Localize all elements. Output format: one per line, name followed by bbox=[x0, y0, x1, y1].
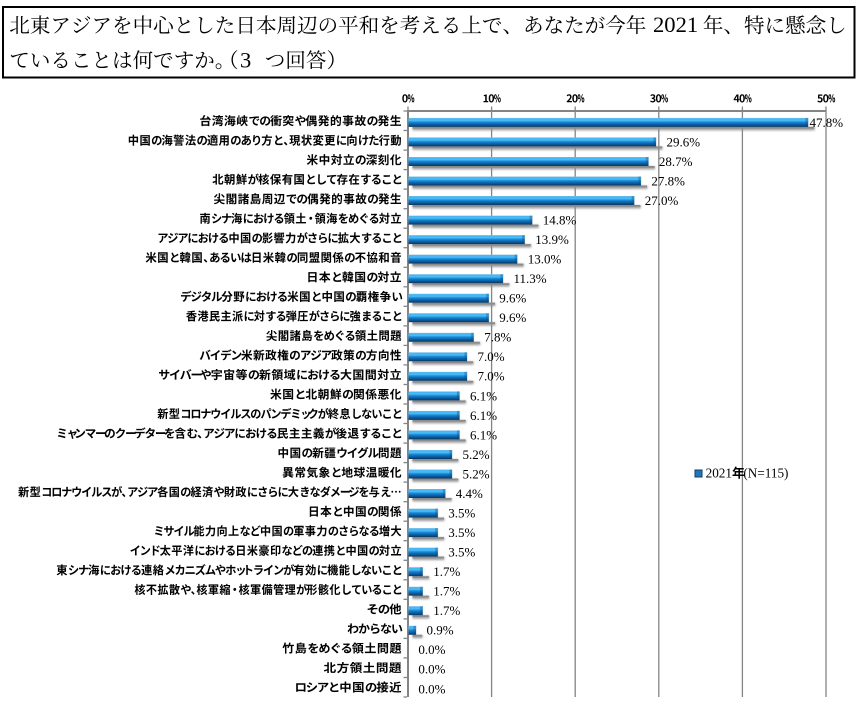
svg-text:27.0%: 27.0% bbox=[645, 193, 679, 208]
svg-text:7.0%: 7.0% bbox=[478, 349, 505, 364]
svg-text:7.0%: 7.0% bbox=[478, 369, 505, 384]
svg-text:5.2%: 5.2% bbox=[463, 466, 490, 481]
svg-text:1.7%: 1.7% bbox=[433, 564, 460, 579]
svg-text:5.2%: 5.2% bbox=[463, 447, 490, 462]
svg-text:28.7%: 28.7% bbox=[659, 154, 693, 169]
svg-text:29.6%: 29.6% bbox=[667, 134, 701, 149]
svg-text:0.0%: 0.0% bbox=[418, 642, 445, 657]
svg-text:6.1%: 6.1% bbox=[470, 408, 497, 423]
svg-text:1.7%: 1.7% bbox=[433, 603, 460, 618]
svg-text:(N=115): (N=115) bbox=[743, 466, 788, 481]
svg-text:3.5%: 3.5% bbox=[448, 545, 475, 560]
svg-text:3.5%: 3.5% bbox=[448, 506, 475, 521]
svg-text:3.5%: 3.5% bbox=[448, 525, 475, 540]
svg-text:2021: 2021 bbox=[653, 12, 698, 37]
svg-text:9.6%: 9.6% bbox=[499, 291, 526, 306]
svg-text:3: 3 bbox=[240, 48, 251, 73]
svg-text:6.1%: 6.1% bbox=[470, 427, 497, 442]
svg-text:1.7%: 1.7% bbox=[433, 584, 460, 599]
svg-text:13.9%: 13.9% bbox=[535, 232, 569, 247]
svg-text:2021: 2021 bbox=[706, 466, 732, 481]
svg-text:9.6%: 9.6% bbox=[499, 310, 526, 325]
svg-text:27.8%: 27.8% bbox=[651, 173, 685, 188]
svg-text:4.4%: 4.4% bbox=[456, 486, 483, 501]
svg-text:0.0%: 0.0% bbox=[418, 662, 445, 677]
svg-text:6.1%: 6.1% bbox=[470, 388, 497, 403]
svg-text:0.9%: 0.9% bbox=[427, 623, 454, 638]
svg-text:7.8%: 7.8% bbox=[484, 330, 511, 345]
svg-text:0.0%: 0.0% bbox=[418, 681, 445, 696]
svg-text:13.0%: 13.0% bbox=[528, 252, 562, 267]
svg-text:11.3%: 11.3% bbox=[514, 271, 547, 286]
svg-text:14.8%: 14.8% bbox=[543, 213, 577, 228]
svg-text:47.8%: 47.8% bbox=[810, 115, 844, 130]
